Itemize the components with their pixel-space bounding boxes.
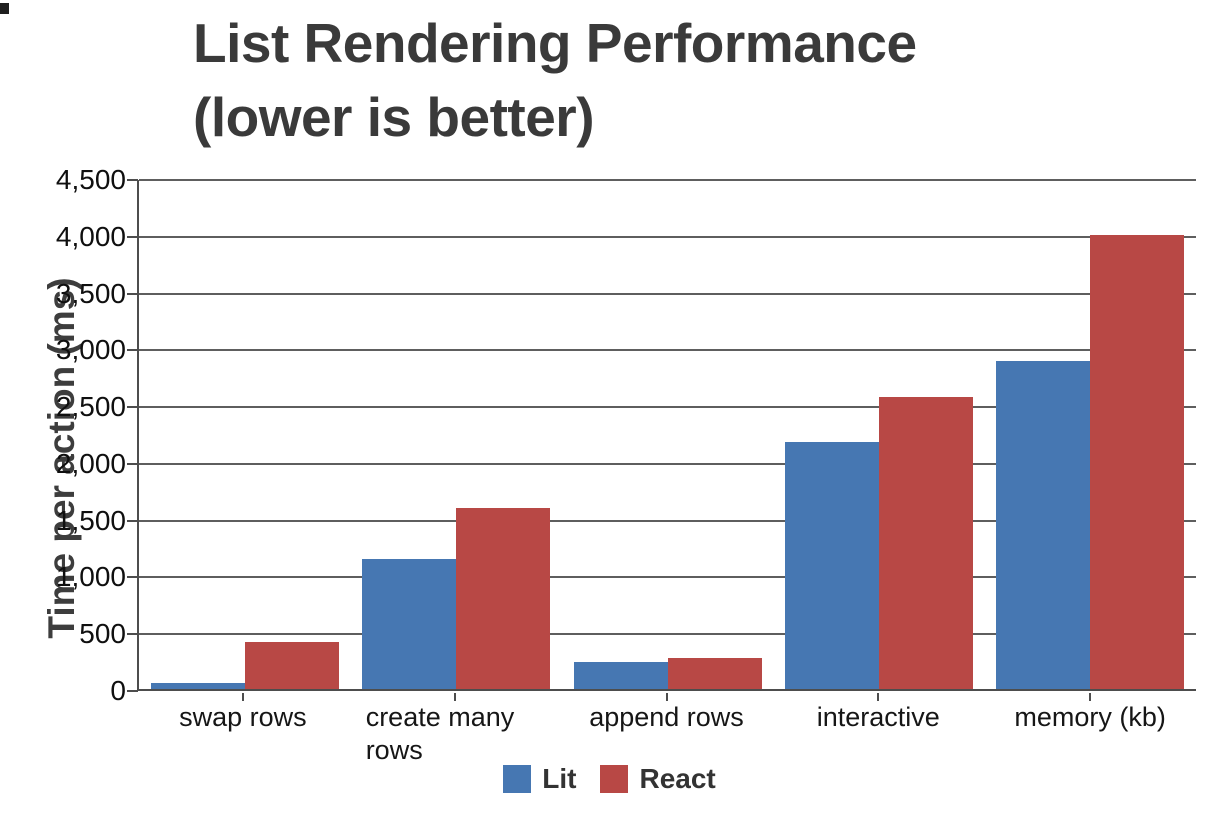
bar-group-create-many-rows <box>350 180 561 689</box>
x-axis-label-swap-rows: swap rows <box>179 702 307 732</box>
y-tick-label-2000: 2,000 <box>55 447 126 479</box>
y-tick-label-1000: 1,000 <box>55 561 126 593</box>
gridline-4500 <box>139 179 1196 181</box>
x-axis-label-interactive: interactive <box>816 702 940 732</box>
x-label-cell: interactive <box>772 701 984 767</box>
chart-title: List Rendering Performance (lower is bet… <box>193 6 917 154</box>
x-label-cell: append rows <box>561 701 773 767</box>
y-tick-label-0: 0 <box>110 675 126 706</box>
bar-series-container <box>139 180 1196 689</box>
y-tick-mark <box>127 690 138 692</box>
y-tick-label-500: 500 <box>79 618 126 650</box>
legend-label-lit: Lit <box>542 763 577 794</box>
bar-group-swap-rows <box>139 180 350 689</box>
x-axis-label-memory-kb: memory (kb) <box>1014 702 1166 732</box>
y-tick-mark <box>127 576 138 579</box>
gridline-4000 <box>139 235 1196 238</box>
y-tick-mark <box>127 519 138 522</box>
y-tick-label-1500: 1,500 <box>55 504 126 536</box>
bar-group-append-rows <box>562 180 773 689</box>
legend-swatch-react <box>600 765 629 793</box>
x-label-cell: create many rows <box>349 701 561 767</box>
bar-react-create-many-rows <box>456 508 551 689</box>
y-tick-label-3500: 3,500 <box>55 277 126 309</box>
legend-item-lit: Lit <box>503 763 576 795</box>
gridline-3500 <box>139 292 1196 295</box>
bar-react-append-rows <box>667 657 762 689</box>
y-tick-mark <box>127 292 138 295</box>
bar-group-interactive <box>773 180 984 689</box>
y-tick-label-4500: 4,500 <box>55 164 126 195</box>
y-tick-mark <box>127 179 138 181</box>
legend-swatch-lit <box>503 765 532 793</box>
gridline-1000 <box>139 576 1196 579</box>
chart-title-line-2: (lower is better) <box>193 86 595 148</box>
gridline-1500 <box>139 519 1196 522</box>
bar-lit-memory-kb <box>996 360 1091 689</box>
bar-lit-append-rows <box>573 661 668 689</box>
x-tick-mark-append-rows <box>665 693 668 701</box>
y-tick-label-3000: 3,000 <box>55 334 126 366</box>
x-tick-mark-memory-kb <box>1089 693 1092 701</box>
y-tick-mark <box>127 235 138 238</box>
gridline-500 <box>139 633 1196 636</box>
y-tick-label-2500: 2,500 <box>55 391 126 423</box>
bar-lit-swap-rows <box>150 683 245 689</box>
y-tick-mark <box>127 349 138 352</box>
x-tick-mark-create-many-rows <box>453 693 456 701</box>
y-tick-mark <box>127 462 138 465</box>
plot-area <box>137 179 1196 691</box>
gridline-2000 <box>139 462 1196 465</box>
x-label-cell: memory (kb) <box>984 701 1196 767</box>
x-tick-mark-interactive <box>877 693 880 701</box>
chart-legend: Lit React <box>0 763 1219 795</box>
gridline-2500 <box>139 406 1196 409</box>
x-axis-labels: swap rows create many rows append rows inte… <box>137 701 1196 767</box>
x-tick-mark-swap-rows <box>241 693 244 701</box>
x-axis-label-create-many-rows: create many rows <box>365 702 515 765</box>
y-tick-mark <box>127 406 138 409</box>
screen-corner-artifact <box>0 3 9 14</box>
bar-react-swap-rows <box>244 641 339 689</box>
bar-lit-create-many-rows <box>362 558 457 689</box>
x-axis-label-append-rows: append rows <box>589 702 744 732</box>
y-tick-mark <box>127 633 138 636</box>
bar-react-memory-kb <box>1090 234 1185 689</box>
legend-item-react: React <box>600 763 716 795</box>
gridline-3000 <box>139 349 1196 352</box>
bar-react-interactive <box>878 396 973 689</box>
x-label-cell: swap rows <box>137 701 349 767</box>
bar-group-memory-kb <box>985 180 1196 689</box>
chart-title-line-1: List Rendering Performance <box>193 12 917 74</box>
bar-lit-interactive <box>784 442 879 689</box>
y-tick-label-4000: 4,000 <box>55 220 126 252</box>
legend-label-react: React <box>639 763 716 794</box>
